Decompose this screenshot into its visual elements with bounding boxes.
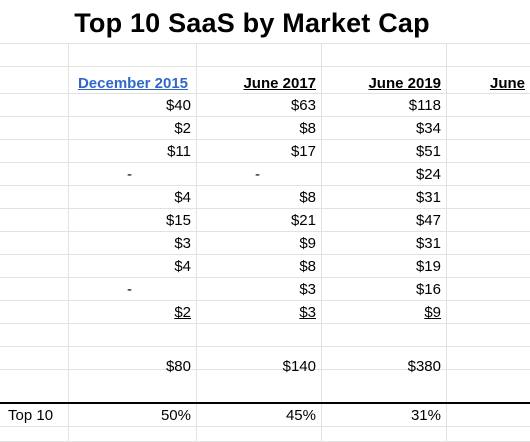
table-row xyxy=(0,232,530,255)
share-row xyxy=(0,403,530,427)
table-row xyxy=(0,94,530,117)
page-title: Top 10 SaaS by Market Cap xyxy=(74,8,430,38)
total-dec2015: $80 xyxy=(165,358,191,375)
header-june-partial: June xyxy=(490,75,526,92)
cell-jun2017: $8 xyxy=(299,120,316,137)
column-divider xyxy=(68,0,69,442)
cell-jun2019: $34 xyxy=(415,120,441,137)
cell-dec2015: $11 xyxy=(167,143,191,160)
column-divider xyxy=(196,0,197,442)
cell-jun2019: $24 xyxy=(415,166,441,183)
cell-jun2017: $63 xyxy=(290,97,316,114)
cell-jun2017: $17 xyxy=(290,143,316,160)
total-row xyxy=(0,347,530,370)
total-jun2019: $380 xyxy=(407,358,441,375)
header-december-2015[interactable]: December 2015 xyxy=(77,75,189,92)
share-jun2017: 45% xyxy=(285,407,316,424)
title-cell xyxy=(0,0,446,43)
cell-jun2019: $16 xyxy=(415,281,441,298)
share-jun2019: 31% xyxy=(410,407,441,424)
table-row xyxy=(0,163,530,186)
cell-jun2019: $19 xyxy=(415,258,441,275)
cell-jun2017: $21 xyxy=(290,212,316,229)
cell-jun2019: $51 xyxy=(415,143,441,160)
underlined-value: $9 xyxy=(424,304,441,321)
table-row xyxy=(0,255,530,278)
blank-row xyxy=(0,427,530,442)
cell-dec2015: $4 xyxy=(174,258,191,275)
table-row xyxy=(0,117,530,140)
cell-jun2019: $118 xyxy=(408,97,441,114)
section-border xyxy=(0,402,530,404)
cell-dec2015: - xyxy=(127,281,132,298)
cell-jun2017: - xyxy=(255,166,260,183)
cell-dec2015: $2 xyxy=(70,302,191,324)
table-row xyxy=(0,140,530,163)
header-june-2019: June 2019 xyxy=(368,75,441,92)
cell-dec2015: $2 xyxy=(174,120,191,137)
table-row xyxy=(0,209,530,232)
table-row xyxy=(0,186,530,209)
cell-dec2015: $40 xyxy=(165,97,191,114)
underlined-value: $2 xyxy=(174,304,191,321)
table-row xyxy=(0,278,530,301)
cell-jun2019: $31 xyxy=(415,235,441,252)
cell-jun2019: $47 xyxy=(415,212,441,229)
cell-jun2019: $9 xyxy=(323,302,441,324)
header-row xyxy=(0,67,530,94)
total-jun2017: $140 xyxy=(282,358,316,375)
column-divider xyxy=(321,0,322,442)
cell-jun2017: $9 xyxy=(299,235,316,252)
cell-jun2017: $8 xyxy=(299,258,316,275)
cell-dec2015: $15 xyxy=(165,212,191,229)
blank-row xyxy=(0,44,530,67)
table-row xyxy=(0,301,530,324)
column-divider xyxy=(446,0,447,442)
cell-jun2017: $8 xyxy=(299,189,316,206)
cell-dec2015: - xyxy=(127,166,132,183)
table-row xyxy=(0,324,530,347)
cell-dec2015: $3 xyxy=(174,235,191,252)
cell-dec2015: $4 xyxy=(174,189,191,206)
cell-jun2019: $31 xyxy=(415,189,441,206)
underlined-value: $3 xyxy=(299,304,316,321)
share-dec2015: 50% xyxy=(160,407,191,424)
cell-jun2017: $3 xyxy=(198,302,316,324)
share-label: Top 10 xyxy=(8,407,54,424)
cell-jun2017: $3 xyxy=(299,281,316,298)
header-june-2017: June 2017 xyxy=(243,75,316,92)
